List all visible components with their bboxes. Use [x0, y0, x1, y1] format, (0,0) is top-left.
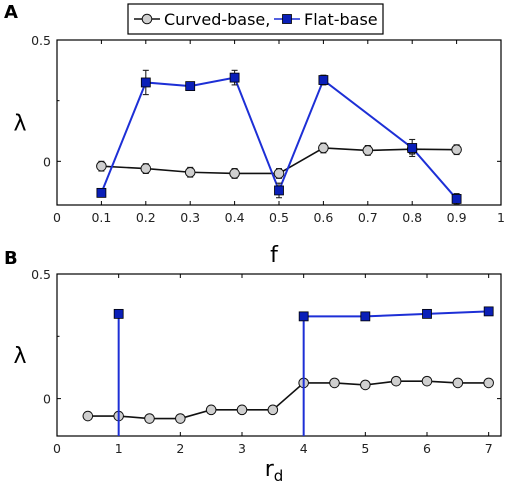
curved-base-point — [96, 160, 107, 172]
legend-box — [127, 3, 384, 35]
curved-base-point — [184, 166, 196, 178]
x-tick-label: 0.3 — [180, 210, 200, 225]
curved-base-point — [175, 413, 186, 424]
flat-base-point — [140, 77, 151, 88]
y-axis-label: λ — [13, 344, 26, 369]
curved-base-point — [362, 145, 374, 156]
panel-letter-a: A — [4, 2, 18, 23]
legend: Curved-base, Flat-base — [127, 3, 384, 35]
curved-base-series-line — [87, 380, 489, 420]
flat-base-point — [318, 75, 329, 85]
curved-base-point — [451, 144, 462, 155]
x-tick-label: 0 — [53, 210, 61, 225]
flat-base-point — [298, 311, 309, 322]
x-tick-label: 0.8 — [402, 210, 422, 225]
curved-base-point — [273, 168, 285, 179]
y-tick-label: 0.5 — [31, 33, 51, 48]
legend-curved-marker — [141, 13, 153, 25]
flat-base-point — [483, 306, 494, 317]
x-axis-label-main: f — [270, 243, 279, 268]
flat-base-series-line — [100, 76, 458, 200]
panel-a-plot: 0 0.1 0.2 0.3 0.4 0.5 0.6 0.7 0.8 0.9 1 0 0.5 λ f — [13, 33, 504, 268]
curved-base-point — [483, 377, 494, 389]
x-tick-label: 6 — [423, 441, 431, 456]
curved-base-point — [205, 404, 217, 416]
curved-base-point — [318, 142, 329, 154]
flat-base-point — [229, 72, 240, 83]
y-tick-label: 0.5 — [31, 267, 51, 282]
y-axis-label: λ — [13, 112, 26, 137]
panel-letter-b: B — [4, 248, 18, 269]
curved-base-point — [236, 404, 248, 416]
x-axis-label: rd — [265, 457, 284, 485]
x-tick-label: 5 — [361, 441, 369, 456]
legend-flat-marker — [282, 14, 292, 24]
x-axis-label-main: r — [265, 457, 275, 482]
curved-base-point — [329, 377, 340, 389]
x-tick-label: 1 — [115, 441, 123, 456]
curved-base-point — [390, 375, 402, 387]
x-axis-label-subscript: d — [274, 467, 284, 485]
plot-frame — [56, 39, 502, 206]
curved-base-point — [82, 410, 94, 422]
flat-base-point — [422, 308, 432, 319]
flat-base-point — [451, 194, 462, 204]
flat-base-point — [96, 187, 107, 198]
curved-base-point — [229, 168, 240, 179]
x-tick-label: 7 — [485, 441, 493, 456]
flat-base-point — [274, 185, 284, 196]
x-tick-label: 0.7 — [358, 210, 378, 225]
plot-frame — [56, 273, 502, 437]
x-tick-label: 0.4 — [225, 210, 245, 225]
flat-base-point — [185, 81, 196, 92]
flat-base-series-line — [303, 310, 489, 318]
curved-base-point — [360, 379, 371, 391]
x-tick-label: 3 — [238, 441, 246, 456]
curved-base-point — [421, 375, 433, 387]
x-tick-label: 0.6 — [313, 210, 333, 225]
x-axis-label: f — [270, 243, 279, 268]
legend-curved-label: Curved-base, — [164, 10, 270, 29]
x-tick-label: 0.1 — [91, 210, 111, 225]
x-tick-label: 2 — [176, 441, 184, 456]
curved-base-point — [452, 377, 464, 389]
curved-base-point — [267, 404, 279, 416]
y-tick-label: 0 — [43, 154, 51, 169]
legend-flat-label: Flat-base — [304, 10, 378, 29]
flat-base-point — [113, 308, 124, 319]
curved-base-point — [140, 163, 152, 174]
x-tick-label: 1 — [497, 210, 505, 225]
x-tick-label: 0 — [53, 441, 61, 456]
panel-b-plot: 0 1 2 3 4 5 6 7 0 0.5 λ rd — [13, 267, 502, 485]
curved-base-point — [144, 413, 155, 424]
flat-base-point — [407, 143, 418, 153]
x-tick-label: 0.2 — [136, 210, 156, 225]
x-tick-label: 4 — [300, 441, 308, 456]
flat-base-point — [360, 311, 371, 322]
x-tick-label: 0.9 — [447, 210, 467, 225]
x-tick-label: 0.5 — [269, 210, 289, 225]
y-tick-label: 0 — [43, 392, 51, 407]
